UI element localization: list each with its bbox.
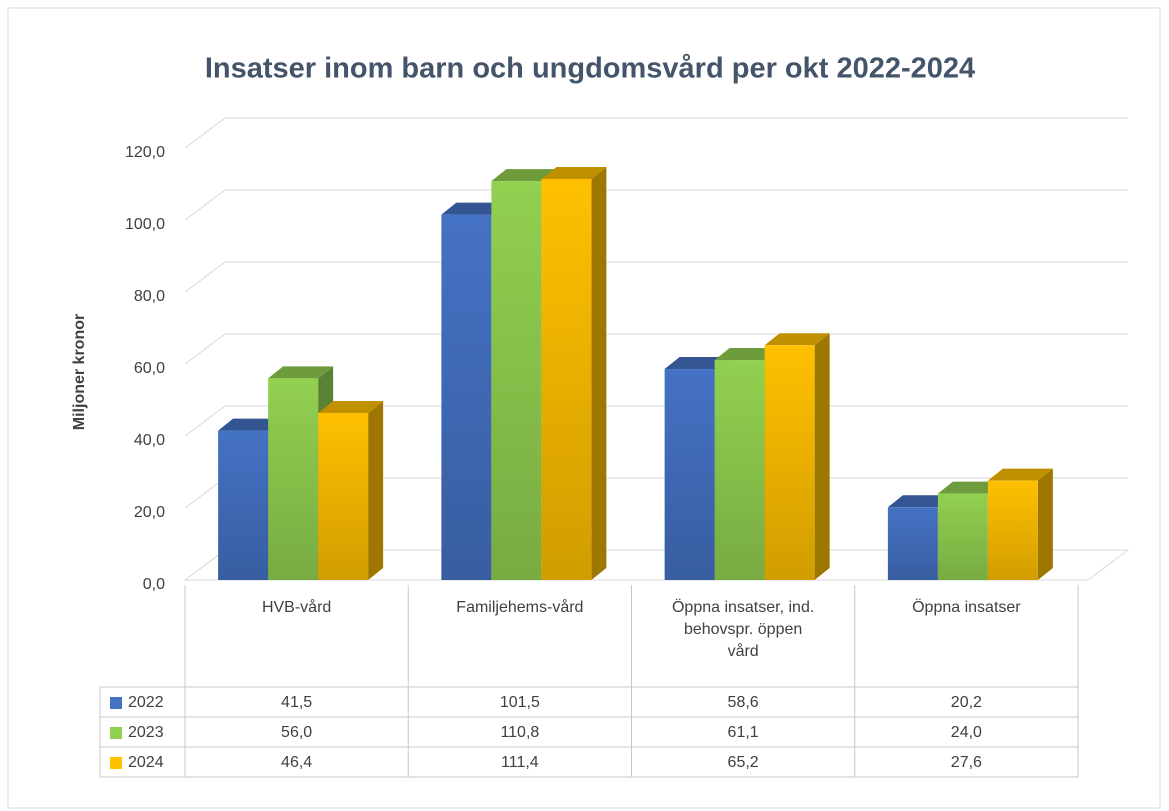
bar (987, 480, 1038, 580)
y-tick-label: 100,0 (125, 216, 165, 233)
grid-line-side (184, 189, 226, 221)
legend-swatch (110, 697, 122, 709)
grid-line-side (184, 117, 226, 149)
bar (764, 345, 815, 580)
table-value: 61,1 (728, 724, 759, 741)
y-tick-label: 80,0 (134, 288, 165, 305)
bar-top (541, 166, 607, 179)
legend-label: 2024 (128, 754, 164, 771)
bar (441, 214, 492, 580)
category-text: HVB-vård (261, 599, 332, 616)
x-tick-label: Familjehems-vård (408, 585, 631, 687)
bar (664, 369, 715, 580)
table-value: 56,0 (281, 724, 312, 741)
table-value: 27,6 (951, 754, 982, 771)
y-axis-label: Miljoner kronor (71, 314, 88, 430)
category-text: Öppna insatser, ind. behovspr. öppen vår… (671, 599, 815, 660)
category-cell: Öppna insatser (855, 585, 1078, 687)
bar-side (1037, 468, 1053, 580)
x-tick-label: HVB-vård (185, 585, 408, 687)
table-value: 24,0 (951, 724, 982, 741)
bar-top (441, 202, 507, 215)
bar-top (764, 333, 830, 346)
bar-top (268, 366, 334, 379)
table-value: 20,2 (951, 694, 982, 711)
bar (541, 178, 592, 580)
y-tick-label: 60,0 (134, 360, 165, 377)
bar-top (664, 357, 730, 370)
y-tick-label: 0,0 (143, 576, 165, 593)
bar (937, 493, 988, 580)
category-cell: Familjehems-vård (408, 585, 631, 687)
grid-line-side (184, 261, 226, 293)
table-value: 41,5 (281, 694, 312, 711)
x-tick-label: Öppna insatser, ind. behovspr. öppen vår… (632, 585, 855, 687)
category-cell: HVB-vård (185, 585, 408, 687)
bar-side (368, 400, 384, 580)
table-value: 110,8 (500, 724, 539, 741)
y-tick-label: 40,0 (134, 432, 165, 449)
grid-line-side (184, 405, 226, 437)
legend-label: 2022 (128, 694, 164, 711)
category-text: Öppna insatser (912, 599, 1021, 616)
grid-line-side (184, 333, 226, 365)
bar-side (591, 166, 607, 580)
table-value: 46,4 (281, 754, 312, 771)
x-tick-label: Öppna insatser (855, 585, 1078, 687)
bar-top (218, 418, 284, 431)
table-value: 101,5 (500, 694, 540, 711)
bar (714, 360, 765, 580)
bar (887, 507, 938, 580)
table-value: 111,4 (501, 754, 539, 771)
bar-top (887, 495, 953, 508)
table-value: 65,2 (728, 754, 759, 771)
bar (318, 412, 369, 580)
bar-side (814, 333, 830, 580)
y-tick-label: 120,0 (125, 144, 165, 161)
legend-swatch (110, 727, 122, 739)
chart-title: Insatser inom barn och ungdomsvård per o… (205, 53, 975, 85)
bar-top (318, 400, 384, 413)
category-cell: Öppna insatser, ind. behovspr. öppen vår… (632, 585, 855, 687)
bar-top (714, 348, 780, 361)
bar (268, 378, 319, 580)
legend-swatch (110, 757, 122, 769)
legend-label: 2023 (128, 724, 164, 741)
table-value: 58,6 (728, 694, 759, 711)
bar-top (937, 481, 1003, 494)
bar (218, 430, 269, 580)
bar-top (491, 169, 557, 182)
bar (491, 181, 542, 580)
bar-top (987, 468, 1053, 481)
y-tick-label: 20,0 (134, 504, 165, 521)
category-text: Familjehems-vård (456, 599, 584, 616)
